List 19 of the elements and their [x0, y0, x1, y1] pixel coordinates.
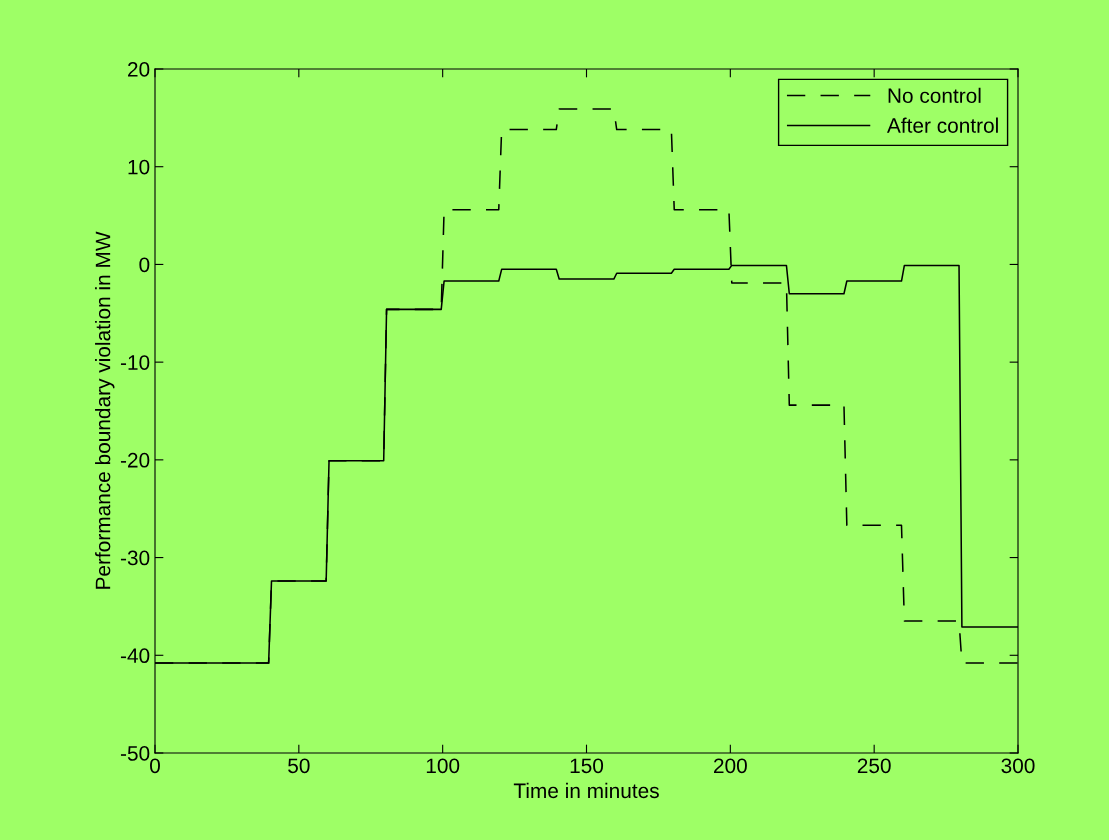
x-tick-label: 300: [1001, 758, 1035, 774]
y-tick-label: 0: [139, 257, 150, 273]
x-tick-label: 50: [288, 758, 310, 774]
x-tick-label: 100: [426, 758, 460, 774]
legend-label: No control: [888, 87, 981, 104]
y-tick-label: -20: [120, 452, 150, 468]
y-tick-label: -50: [120, 746, 150, 761]
y-tick-label: 10: [128, 159, 150, 175]
y-axis-title: Performance boundary violation in MW: [95, 231, 115, 589]
y-tick-label: -10: [120, 355, 150, 370]
y-tick-label: -40: [120, 648, 150, 664]
x-tick-label: 200: [714, 758, 747, 774]
y-tick-label: -30: [120, 550, 150, 566]
legend-label: After control: [886, 117, 998, 133]
x-tick-label: 0: [150, 758, 160, 774]
x-axis-title: Time in minutes: [513, 782, 659, 799]
x-tick-label: 250: [857, 758, 891, 774]
y-tick-label: 20: [128, 62, 150, 77]
x-tick-label: 150: [570, 758, 604, 774]
